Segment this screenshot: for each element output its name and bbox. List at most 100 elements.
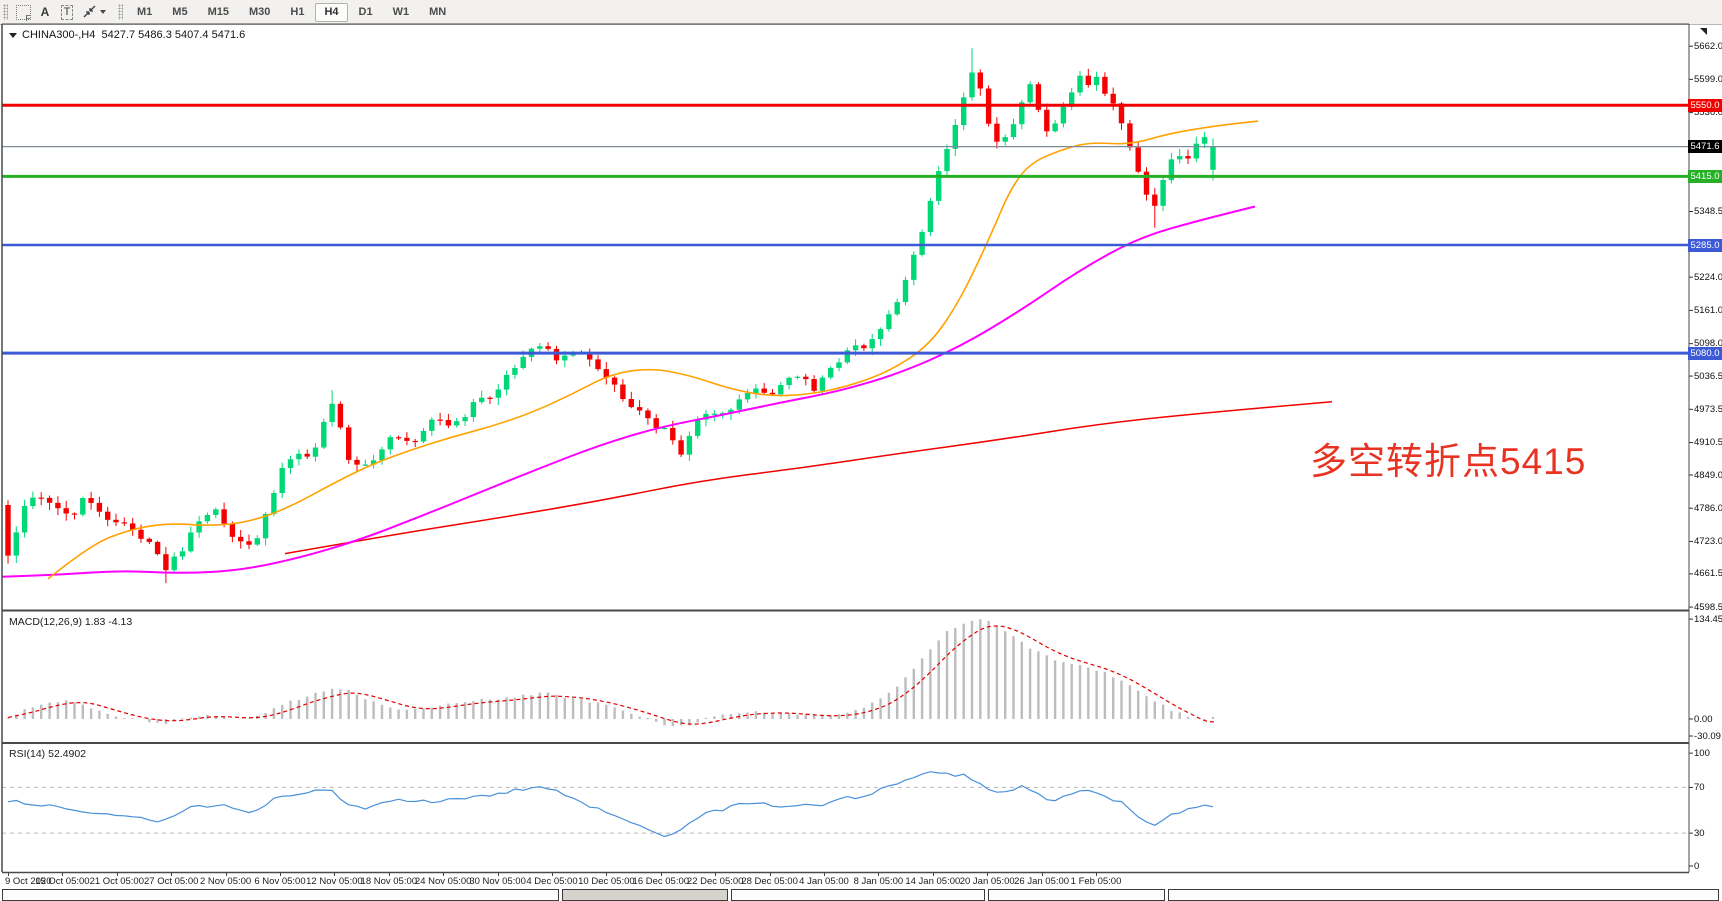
price-tick-5161.0: 5161.0 <box>1694 304 1722 316</box>
timeframe-button-m15[interactable]: M15 <box>199 3 238 22</box>
rsi-line <box>7 771 1214 838</box>
date-tick <box>552 872 553 876</box>
date-label: 14 Jan 05:00 <box>905 876 961 887</box>
macd-values: 1.83 -4.13 <box>84 616 133 628</box>
timeframe-button-m1[interactable]: M1 <box>128 3 161 22</box>
ma-slow-red-line <box>284 400 1333 555</box>
chart-ohlc-values: 5427.7 5486.3 5407.4 5471.6 <box>101 29 246 41</box>
date-tick <box>334 872 336 876</box>
date-label: 6 Nov 05:00 <box>254 876 306 887</box>
statusbar-segment <box>988 889 1165 901</box>
date-tick <box>824 872 825 876</box>
timeframe-button-m30[interactable]: M30 <box>240 3 279 22</box>
date-label: 20 Jan 05:00 <box>959 876 1015 887</box>
price-tick-5036.5: 5036.5 <box>1694 370 1722 382</box>
date-tick <box>280 872 281 876</box>
scroll-to-end-icon[interactable] <box>1700 28 1707 35</box>
price-tick-5098.0: 5098.0 <box>1694 338 1722 350</box>
statusbar-segment <box>562 889 728 901</box>
macd-histogram <box>6 619 1215 726</box>
date-label: 4 Dec 05:00 <box>526 876 578 887</box>
macd-tick--30.09: -30.09 <box>1694 730 1721 742</box>
timeframe-button-h4[interactable]: H4 <box>315 2 348 22</box>
rsi-tick-0: 0 <box>1694 860 1700 872</box>
price-tick-5599.0: 5599.0 <box>1694 73 1722 85</box>
cursor-grid-icon[interactable]: F <box>13 3 33 23</box>
date-label: 26 Jan 05:00 <box>1014 876 1070 887</box>
font-tool-button[interactable]: A <box>40 5 50 19</box>
date-tick <box>497 872 499 876</box>
date-tick <box>715 872 717 876</box>
chart-symbol-timeframe: CHINA300-,H4 <box>22 29 96 41</box>
rsi-tick-100: 100 <box>1694 747 1710 759</box>
date-label: 30 Nov 05:00 <box>469 876 526 887</box>
ma-mid-magenta-line <box>1 205 1256 578</box>
chart-text-annotation[interactable]: 多空转折点5415 <box>1310 441 1587 482</box>
ma-fast-orange-line <box>47 120 1259 580</box>
price-tick-4661.5: 4661.5 <box>1694 568 1722 580</box>
date-label: 10 Dec 05:00 <box>578 876 635 887</box>
text-label-tool-button[interactable]: T <box>57 3 77 21</box>
chart-title[interactable]: CHINA300-,H4 5427.7 5486.3 5407.4 5471.6 <box>9 29 245 41</box>
date-tick <box>443 872 445 876</box>
macd-signal-line <box>7 625 1216 725</box>
toolbar-grip-2[interactable] <box>118 4 123 20</box>
timeframe-toolbar: M1 M5 M15 M30 H1 H4 D1 W1 MN <box>127 2 456 22</box>
price-badge-5415.0: 5415.0 <box>1688 169 1722 183</box>
timeframe-button-w1[interactable]: W1 <box>384 3 419 22</box>
date-label: 2 Nov 05:00 <box>199 876 252 887</box>
price-tick-4973.5: 4973.5 <box>1694 403 1722 415</box>
date-label: 4 Jan 05:00 <box>799 876 849 887</box>
chart-dropdown-icon[interactable] <box>9 32 17 38</box>
date-label: 1 Feb 05:00 <box>1070 876 1122 887</box>
candlesticks[interactable] <box>5 48 1216 584</box>
macd-tick-134.45: 134.45 <box>1694 613 1722 625</box>
current-price-badge: 5471.6 <box>1688 140 1722 154</box>
date-label: 18 Nov 05:00 <box>360 876 418 887</box>
price-badge-5550.0: 5550.0 <box>1688 98 1722 112</box>
toolbar-grip[interactable] <box>3 4 8 20</box>
date-tick <box>987 872 989 876</box>
price-tick-4849.0: 4849.0 <box>1694 469 1722 481</box>
date-tick <box>660 872 662 876</box>
date-tick <box>225 872 227 876</box>
arrows-tool-button[interactable] <box>79 3 109 21</box>
cursor-grid-f-label: F <box>25 13 31 23</box>
price-badge-5080.0: 5080.0 <box>1688 346 1722 360</box>
date-label: 27 Oct 05:00 <box>143 876 199 887</box>
date-tick <box>878 872 880 876</box>
timeframe-button-h1[interactable]: H1 <box>281 3 313 22</box>
statusbar-segment <box>1168 889 1719 901</box>
date-tick <box>932 872 934 876</box>
timeframe-button-mn[interactable]: MN <box>420 3 455 22</box>
date-label: 22 Dec 05:00 <box>686 876 744 887</box>
date-tick <box>116 872 118 876</box>
price-tick-5348.5: 5348.5 <box>1694 206 1722 217</box>
statusbar-segment <box>731 889 985 901</box>
macd-tick-0.00: 0.00 <box>1694 713 1713 725</box>
price-tick-4723.0: 4723.0 <box>1694 535 1722 547</box>
date-tick <box>8 872 9 876</box>
rsi-tick-70: 70 <box>1694 781 1705 793</box>
date-tick <box>388 872 390 876</box>
date-label: 8 Jan 05:00 <box>853 876 904 887</box>
price-tick-5662.0: 5662.0 <box>1694 40 1722 52</box>
rsi-indicator-label: RSI(14) 52.4902 <box>9 748 87 760</box>
rsi-tick-30: 30 <box>1694 827 1705 839</box>
date-tick <box>171 872 173 876</box>
date-tick <box>606 872 608 876</box>
text-label-icon: T <box>60 4 74 20</box>
date-label: 28 Dec 05:00 <box>741 876 798 887</box>
price-tick-4910.5: 4910.5 <box>1694 437 1722 448</box>
date-label: 21 Oct 05:00 <box>89 876 144 887</box>
date-label: 24 Nov 05:00 <box>414 876 472 887</box>
arrows-icon <box>83 5 96 18</box>
price-tick-4598.5: 4598.5 <box>1694 601 1722 613</box>
date-label: 9 Oct 2020 <box>5 876 52 887</box>
timeframe-button-d1[interactable]: D1 <box>350 3 382 22</box>
macd-indicator-label: MACD(12,26,9) 1.83 -4.13 <box>9 616 133 628</box>
date-label: 12 Nov 05:00 <box>306 876 363 887</box>
price-tick-5224.0: 5224.0 <box>1694 271 1722 283</box>
timeframe-button-m5[interactable]: M5 <box>163 3 196 22</box>
